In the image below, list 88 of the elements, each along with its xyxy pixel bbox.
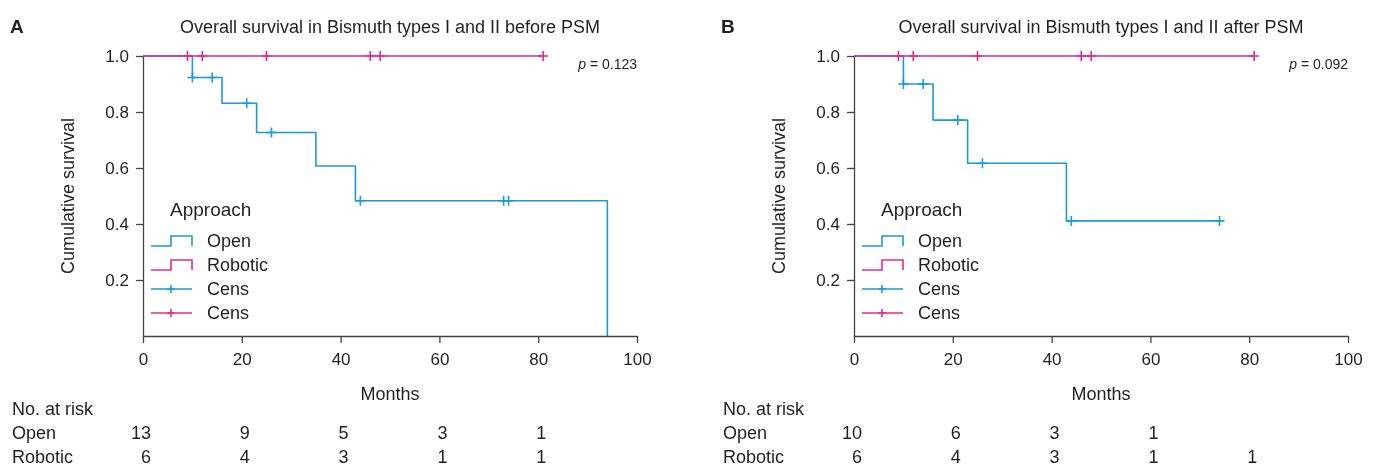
point: [196, 50, 209, 62]
legend-label: Robotic: [207, 255, 269, 275]
annotation: p = 0.092: [1288, 56, 1349, 72]
y-tick-label: 0.8: [816, 102, 840, 122]
legend-label: Open: [918, 231, 963, 251]
point: [1085, 50, 1097, 62]
x-tick-label: 40: [1042, 349, 1062, 369]
legend-label: Cens: [207, 279, 250, 299]
x-tick-label: 60: [430, 349, 450, 369]
x-tick-label: 0: [849, 349, 860, 369]
x-tick-label: 100: [1334, 349, 1363, 369]
text: 3: [437, 423, 448, 443]
legend-title: Approach: [170, 199, 252, 220]
text: 1: [1148, 423, 1159, 443]
text: 4: [239, 447, 250, 465]
text: 5: [338, 423, 349, 443]
x-tick-label: 20: [943, 349, 963, 369]
text: No. at risk: [723, 399, 806, 419]
legend-title: Approach: [881, 199, 963, 220]
text: Robotic: [12, 447, 74, 465]
y-tick-label: 0.2: [105, 270, 129, 290]
point: [1248, 50, 1260, 62]
point: [917, 78, 929, 90]
text: 6: [140, 447, 151, 465]
text: A: [10, 16, 24, 37]
x-axis-title: Months: [360, 384, 420, 404]
point: [181, 50, 194, 62]
text: 3: [1049, 423, 1060, 443]
text: 4: [950, 447, 961, 465]
text: 9: [239, 423, 250, 443]
text: Robotic: [723, 447, 785, 465]
y-tick-label: 0.4: [816, 214, 840, 234]
text: 1: [536, 447, 547, 465]
point: [260, 50, 273, 62]
x-tick-label: 40: [331, 349, 351, 369]
text: 6: [851, 447, 862, 465]
x-tick-label: 60: [1141, 349, 1161, 369]
point: [897, 78, 910, 90]
point: [206, 71, 218, 84]
legend-label: Cens: [918, 303, 961, 323]
text: 1: [1148, 447, 1159, 465]
point: [186, 71, 199, 84]
point: [892, 50, 905, 62]
point: [240, 97, 253, 110]
y-tick-label: 0.6: [105, 158, 129, 178]
text: 1: [1247, 447, 1258, 465]
text: 1: [536, 423, 547, 443]
y-tick-label: 0.6: [816, 158, 840, 178]
point: [354, 194, 367, 207]
text: 1: [437, 447, 448, 465]
y-tick-label: 1.0: [105, 46, 129, 66]
point: [374, 50, 386, 62]
y-axis-title: Cumulative survival: [58, 117, 78, 275]
legend-label: Cens: [207, 303, 250, 323]
y-tick-label: 1.0: [816, 46, 840, 66]
annotation: p = 0.123: [577, 56, 638, 72]
point: [971, 50, 984, 62]
point: [951, 114, 964, 126]
point: [976, 157, 989, 170]
legend-label: Robotic: [918, 255, 980, 275]
x-tick-label: 100: [623, 349, 652, 369]
text: Open: [723, 423, 768, 443]
point: [537, 50, 549, 62]
x-tick-label: 80: [1240, 349, 1260, 369]
y-tick-label: 0.2: [816, 270, 840, 290]
text: No. at risk: [12, 399, 95, 419]
chart-title: Overall survival in Bismuth types I and II before PSM: [179, 17, 601, 37]
x-tick-label: 0: [138, 349, 149, 369]
point: [1065, 215, 1078, 227]
legend-label: Cens: [918, 279, 961, 299]
y-axis-title: Cumulative survival: [769, 117, 789, 275]
y-tick-label: 0.8: [105, 102, 129, 122]
text: Open: [12, 423, 57, 443]
text: 3: [1049, 447, 1060, 465]
y-tick-label: 0.4: [105, 214, 129, 234]
point: [265, 126, 278, 139]
x-tick-label: 80: [529, 349, 549, 369]
text: 10: [841, 423, 862, 443]
text: B: [721, 16, 735, 37]
x-tick-label: 20: [232, 349, 252, 369]
legend-label: Open: [207, 231, 252, 251]
point: [907, 50, 920, 62]
text: 6: [950, 423, 961, 443]
text: 13: [130, 423, 151, 443]
text: 3: [338, 447, 349, 465]
chart-title: Overall survival in Bismuth types I and II after PSM: [898, 17, 1304, 37]
x-axis-title: Months: [1071, 384, 1131, 404]
point: [1213, 215, 1226, 227]
